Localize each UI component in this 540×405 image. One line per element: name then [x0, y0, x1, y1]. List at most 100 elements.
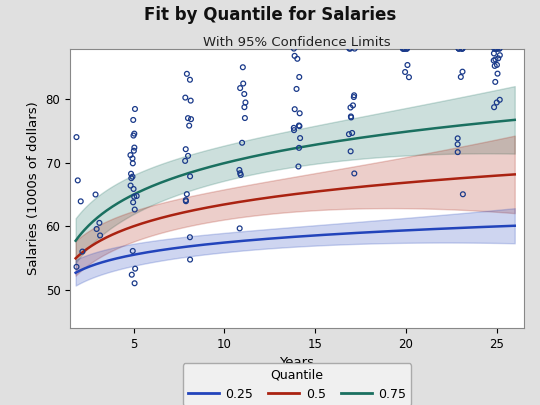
Point: [130, 194, 138, 200]
Point: [240, 91, 248, 97]
Point: [492, 45, 501, 52]
Point: [401, 69, 409, 75]
Point: [127, 175, 136, 181]
Point: [236, 85, 245, 91]
Point: [402, 45, 411, 52]
Point: [402, 45, 411, 52]
Point: [400, 45, 409, 52]
Point: [492, 99, 501, 106]
Point: [181, 146, 190, 152]
Point: [291, 53, 299, 59]
Point: [346, 104, 355, 111]
Point: [129, 160, 137, 166]
Point: [399, 45, 407, 52]
Point: [457, 45, 466, 52]
Point: [128, 173, 137, 180]
Point: [490, 63, 499, 69]
Point: [181, 94, 190, 101]
Point: [399, 45, 408, 52]
Point: [400, 45, 409, 52]
Point: [236, 170, 245, 177]
Point: [289, 127, 298, 133]
Point: [72, 264, 81, 270]
Point: [345, 45, 354, 52]
Point: [184, 115, 192, 122]
Legend: 0.25, 0.5, 0.75: 0.25, 0.5, 0.75: [183, 363, 411, 405]
Point: [491, 79, 500, 85]
Point: [129, 186, 138, 192]
Point: [235, 167, 244, 173]
Point: [454, 135, 462, 142]
Point: [183, 70, 191, 77]
Point: [294, 163, 303, 170]
Point: [289, 125, 298, 131]
Point: [454, 45, 463, 52]
Point: [295, 123, 304, 129]
Point: [494, 55, 503, 62]
Point: [490, 104, 498, 111]
Point: [241, 99, 250, 106]
Point: [492, 45, 501, 52]
Point: [181, 197, 190, 203]
Point: [350, 92, 359, 98]
Point: [130, 280, 139, 286]
Point: [239, 64, 247, 70]
Point: [241, 115, 249, 121]
Point: [454, 149, 462, 156]
Point: [292, 86, 301, 92]
Point: [491, 56, 500, 63]
Point: [403, 45, 411, 52]
Point: [184, 153, 192, 159]
Point: [72, 134, 81, 141]
Point: [186, 77, 194, 83]
Title: With 95% Confidence Limits: With 95% Confidence Limits: [203, 36, 391, 49]
Point: [186, 97, 195, 104]
Point: [490, 45, 498, 52]
Point: [129, 248, 137, 254]
Point: [295, 145, 303, 151]
Point: [493, 70, 502, 77]
Point: [132, 193, 141, 199]
Point: [96, 232, 104, 239]
Point: [400, 45, 409, 52]
Point: [492, 62, 501, 68]
Point: [491, 45, 500, 52]
Point: [289, 45, 298, 52]
Point: [404, 74, 413, 81]
Point: [296, 135, 305, 141]
Text: Fit by Quantile for Salaries: Fit by Quantile for Salaries: [144, 6, 396, 24]
Point: [95, 220, 104, 226]
Point: [345, 131, 353, 137]
Point: [458, 45, 467, 52]
Point: [457, 45, 466, 52]
Point: [130, 144, 139, 151]
Point: [399, 45, 407, 52]
Point: [495, 45, 503, 52]
Point: [131, 206, 139, 213]
Point: [458, 68, 467, 75]
Point: [92, 226, 101, 232]
Point: [291, 106, 299, 113]
Point: [183, 191, 191, 197]
Point: [126, 152, 135, 158]
Point: [495, 96, 504, 103]
Point: [293, 55, 302, 62]
Point: [186, 234, 194, 241]
Point: [347, 114, 355, 121]
Point: [187, 116, 195, 122]
Point: [492, 45, 501, 52]
Point: [491, 45, 500, 52]
Point: [73, 177, 82, 183]
Point: [458, 191, 467, 198]
Point: [237, 172, 245, 178]
Point: [235, 225, 244, 232]
Point: [77, 198, 85, 205]
Point: [130, 130, 139, 137]
Point: [403, 62, 412, 68]
Point: [129, 199, 138, 206]
Point: [458, 45, 467, 52]
Point: [91, 191, 100, 198]
Point: [127, 171, 136, 177]
Point: [238, 139, 246, 146]
Point: [453, 141, 462, 147]
